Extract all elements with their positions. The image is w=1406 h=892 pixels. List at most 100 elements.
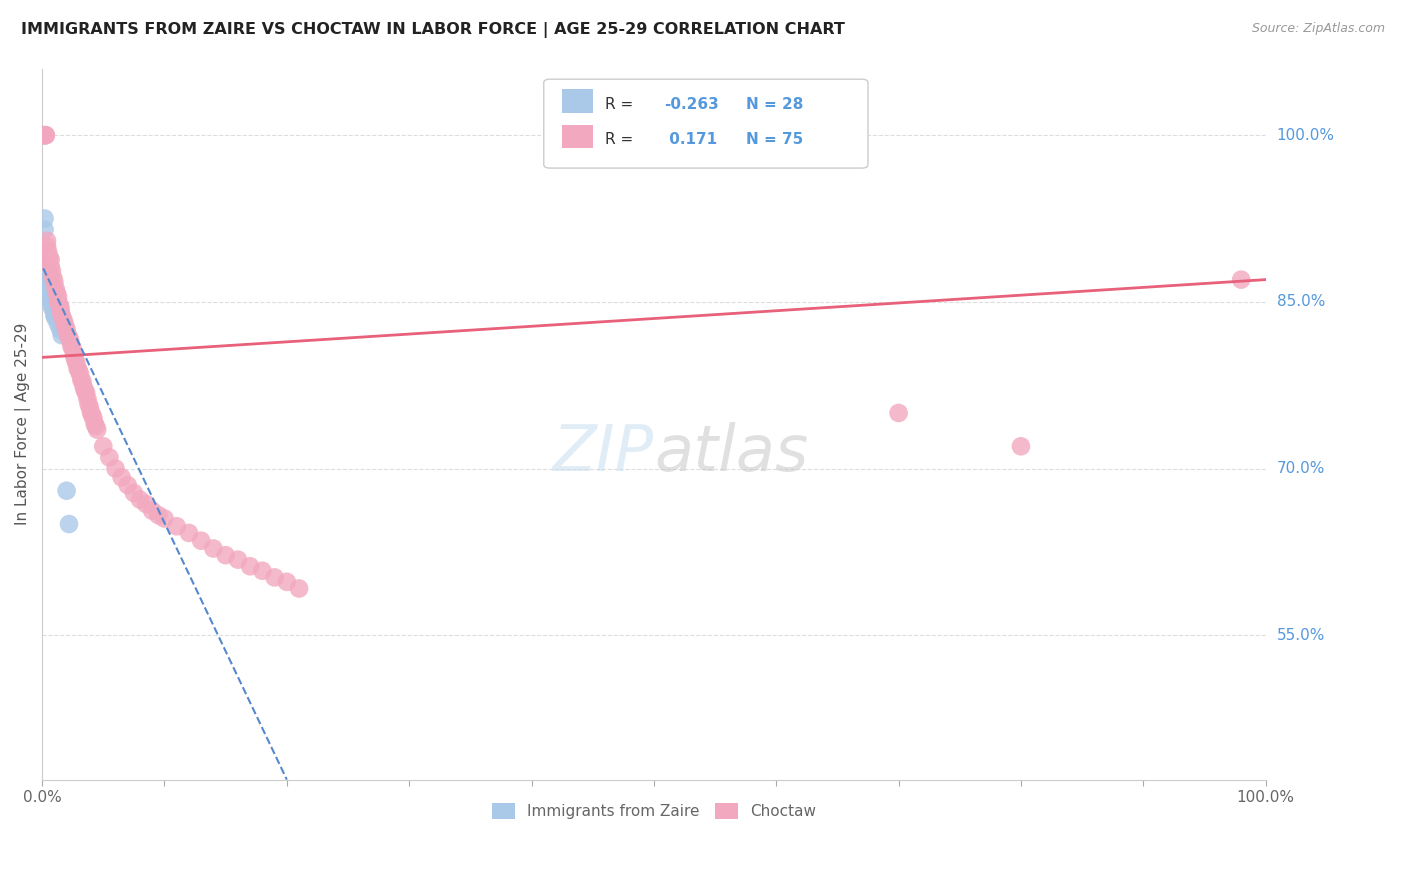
Text: N = 28: N = 28 xyxy=(745,96,803,112)
Point xyxy=(252,564,274,578)
Text: 55.0%: 55.0% xyxy=(1277,628,1324,642)
Point xyxy=(32,128,55,143)
Point xyxy=(111,470,134,484)
Point xyxy=(263,570,285,584)
Point xyxy=(34,128,56,143)
Text: N = 75: N = 75 xyxy=(745,132,803,147)
Point xyxy=(1230,272,1253,286)
Point xyxy=(55,323,77,337)
Point xyxy=(49,301,72,315)
Point xyxy=(53,319,76,334)
Point xyxy=(141,504,163,518)
Point xyxy=(44,308,66,322)
Point xyxy=(63,348,86,362)
Point xyxy=(38,284,60,298)
Point xyxy=(44,275,66,289)
Point xyxy=(41,301,63,315)
Text: -0.263: -0.263 xyxy=(664,96,718,112)
Point xyxy=(55,483,77,498)
Text: R =: R = xyxy=(605,132,638,147)
Point xyxy=(67,364,90,378)
Point xyxy=(91,439,114,453)
Point xyxy=(83,411,105,425)
Point xyxy=(226,552,249,566)
Point xyxy=(45,285,67,300)
Point xyxy=(35,267,58,281)
Point xyxy=(59,334,82,348)
Point xyxy=(37,244,59,259)
Point xyxy=(77,397,100,411)
Point xyxy=(117,478,139,492)
Point xyxy=(177,525,200,540)
Point xyxy=(44,306,66,320)
Text: 85.0%: 85.0% xyxy=(1277,294,1324,310)
Text: atlas: atlas xyxy=(654,422,808,483)
Point xyxy=(276,574,298,589)
Bar xyxy=(562,89,593,112)
Point xyxy=(32,128,55,143)
Point xyxy=(42,270,65,285)
Point xyxy=(83,417,105,431)
Text: 0.171: 0.171 xyxy=(664,132,717,147)
Point xyxy=(887,406,910,420)
Point xyxy=(75,386,97,401)
Point xyxy=(35,128,58,143)
Point xyxy=(49,323,72,337)
Point xyxy=(239,559,262,574)
Point xyxy=(69,367,91,381)
Text: IMMIGRANTS FROM ZAIRE VS CHOCTAW IN LABOR FORCE | AGE 25-29 CORRELATION CHART: IMMIGRANTS FROM ZAIRE VS CHOCTAW IN LABO… xyxy=(21,22,845,38)
Point xyxy=(46,289,69,303)
Point xyxy=(49,303,72,318)
Point xyxy=(288,582,311,596)
Point xyxy=(53,315,76,329)
Point xyxy=(70,373,93,387)
Point xyxy=(73,380,96,394)
Point xyxy=(190,533,212,548)
Point xyxy=(39,284,62,298)
Bar xyxy=(562,125,593,148)
Point xyxy=(38,278,60,293)
Point xyxy=(48,297,70,311)
Point xyxy=(82,408,104,422)
Point xyxy=(66,361,89,376)
Point xyxy=(214,548,236,562)
Point xyxy=(129,492,152,507)
Point xyxy=(39,252,62,267)
Point xyxy=(51,328,73,343)
Point xyxy=(35,239,58,253)
Point xyxy=(38,251,60,265)
Point xyxy=(1010,439,1032,453)
Legend: Immigrants from Zaire, Choctaw: Immigrants from Zaire, Choctaw xyxy=(485,797,823,825)
Point xyxy=(73,384,96,398)
Point xyxy=(34,211,56,226)
Point xyxy=(46,317,69,331)
Point xyxy=(63,352,86,367)
Point xyxy=(37,267,59,281)
Point xyxy=(42,301,65,315)
Text: R =: R = xyxy=(605,96,638,112)
Point xyxy=(62,342,84,356)
Point xyxy=(98,450,121,465)
Y-axis label: In Labor Force | Age 25-29: In Labor Force | Age 25-29 xyxy=(15,323,31,525)
Point xyxy=(58,330,80,344)
Point xyxy=(39,260,62,274)
Point xyxy=(37,278,59,293)
Text: 70.0%: 70.0% xyxy=(1277,461,1324,476)
Point xyxy=(35,261,58,276)
Point xyxy=(38,285,60,300)
Point xyxy=(72,375,94,389)
Point xyxy=(35,234,58,248)
Point xyxy=(35,267,58,281)
FancyBboxPatch shape xyxy=(544,79,868,168)
Point xyxy=(34,222,56,236)
Point xyxy=(41,289,63,303)
Text: ZIP: ZIP xyxy=(553,422,654,483)
Point xyxy=(39,289,62,303)
Point xyxy=(58,517,80,532)
Point xyxy=(153,511,176,525)
Point xyxy=(122,486,145,500)
Point xyxy=(76,392,98,406)
Point xyxy=(80,406,103,420)
Point xyxy=(37,275,59,289)
Point xyxy=(60,339,83,353)
